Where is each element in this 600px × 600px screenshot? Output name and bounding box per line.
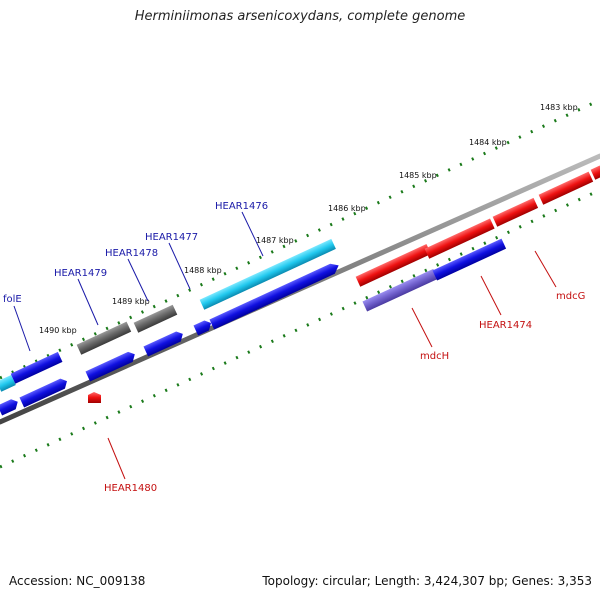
cds-hear1476[interactable] [199, 238, 336, 310]
kbp-label: 1486 kbp [328, 204, 366, 213]
kbp-label: 1490 kbp [39, 326, 77, 335]
cds-blue-left[interactable] [19, 377, 69, 408]
cds-small-blue[interactable] [193, 318, 213, 336]
cds-hear1479[interactable] [76, 321, 132, 355]
cds-hear1474[interactable] [432, 238, 507, 281]
topology-text: Topology: circular; Length: 3,424,307 bp… [262, 574, 592, 588]
forward-inner-row [0, 238, 507, 416]
gene-label-mdcg[interactable]: mdcG [556, 291, 585, 302]
cds-blue-edge[interactable] [0, 397, 20, 416]
cds-red-1[interactable] [355, 244, 432, 287]
cds-blue-1490[interactable] [85, 350, 137, 382]
leader-lines [13, 211, 557, 480]
cds-mdcg[interactable] [538, 171, 594, 205]
cds-fole[interactable] [10, 351, 63, 384]
gene-label-mdch[interactable]: mdcH [420, 351, 449, 362]
gene-label-hear1474[interactable]: HEAR1474 [479, 320, 532, 331]
cds-fole-part[interactable] [0, 375, 16, 392]
gene-label-hear1477[interactable]: HEAR1477 [145, 232, 198, 243]
cds-mdch[interactable] [362, 268, 438, 312]
kbp-label: 1484 kbp [469, 138, 507, 147]
outer-tick-line [0, 98, 600, 380]
gene-label-hear1476[interactable]: HEAR1476 [215, 201, 268, 212]
cds-hear1478[interactable] [133, 304, 178, 333]
map-title: Herminiimonas arsenicoxydans, complete g… [134, 9, 466, 24]
gene-label-hear1479[interactable]: HEAR1479 [54, 268, 107, 279]
cds-red-3[interactable] [492, 197, 539, 227]
kbp-labels: 1483 kbp 1484 kbp 1485 kbp 1486 kbp 1487… [39, 103, 578, 335]
kbp-label: 1483 kbp [540, 103, 578, 112]
cds-red-2[interactable] [424, 218, 495, 259]
gene-label-hear1478[interactable]: HEAR1478 [105, 248, 158, 259]
gene-labels: HEAR1476 HEAR1477 HEAR1478 HEAR1479 folE… [3, 201, 585, 494]
forward-outer-row [0, 165, 600, 392]
kbp-label: 1485 kbp [399, 171, 437, 180]
kbp-label: 1489 kbp [112, 297, 150, 306]
kbp-label: 1488 kbp [184, 266, 222, 275]
kbp-label: 1487 kbp [256, 236, 294, 245]
cds-hear1480[interactable] [88, 392, 101, 403]
gene-label-fole[interactable]: folE [3, 294, 22, 305]
cds-red-edge[interactable] [590, 165, 600, 180]
gene-label-hear1480[interactable]: HEAR1480 [104, 483, 157, 494]
cds-hear1477[interactable] [209, 261, 341, 330]
accession-text: Accession: NC_009138 [9, 574, 146, 588]
cds-blue-1489[interactable] [143, 329, 185, 357]
